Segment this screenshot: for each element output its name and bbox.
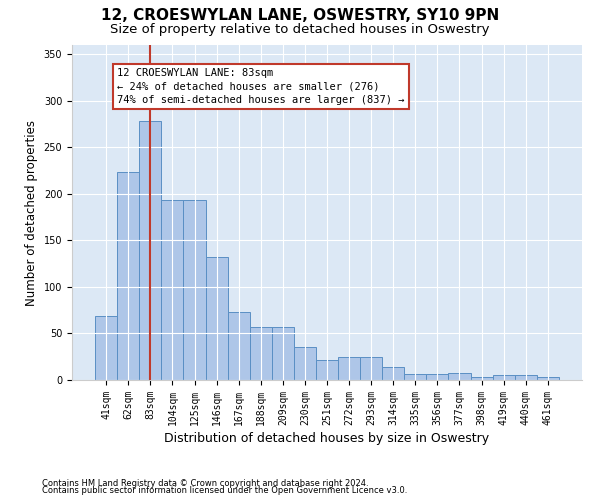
Text: Contains public sector information licensed under the Open Government Licence v3: Contains public sector information licen… — [42, 486, 407, 495]
Bar — [404, 374, 427, 380]
Bar — [537, 377, 559, 380]
Bar — [272, 327, 294, 380]
Bar — [294, 348, 316, 380]
Bar — [117, 172, 139, 380]
Bar — [95, 316, 117, 380]
Y-axis label: Number of detached properties: Number of detached properties — [25, 120, 38, 306]
Text: 12, CROESWYLAN LANE, OSWESTRY, SY10 9PN: 12, CROESWYLAN LANE, OSWESTRY, SY10 9PN — [101, 8, 499, 22]
Text: Contains HM Land Registry data © Crown copyright and database right 2024.: Contains HM Land Registry data © Crown c… — [42, 478, 368, 488]
X-axis label: Distribution of detached houses by size in Oswestry: Distribution of detached houses by size … — [164, 432, 490, 445]
Bar — [427, 374, 448, 380]
Bar — [360, 356, 382, 380]
Text: 12 CROESWYLAN LANE: 83sqm
← 24% of detached houses are smaller (276)
74% of semi: 12 CROESWYLAN LANE: 83sqm ← 24% of detac… — [117, 68, 405, 104]
Bar — [139, 122, 161, 380]
Bar — [448, 374, 470, 380]
Bar — [184, 200, 206, 380]
Text: Size of property relative to detached houses in Oswestry: Size of property relative to detached ho… — [110, 22, 490, 36]
Bar — [250, 327, 272, 380]
Bar — [161, 200, 184, 380]
Bar — [470, 377, 493, 380]
Bar — [382, 367, 404, 380]
Bar — [206, 257, 227, 380]
Bar — [227, 312, 250, 380]
Bar — [493, 376, 515, 380]
Bar — [338, 356, 360, 380]
Bar — [316, 360, 338, 380]
Bar — [515, 376, 537, 380]
